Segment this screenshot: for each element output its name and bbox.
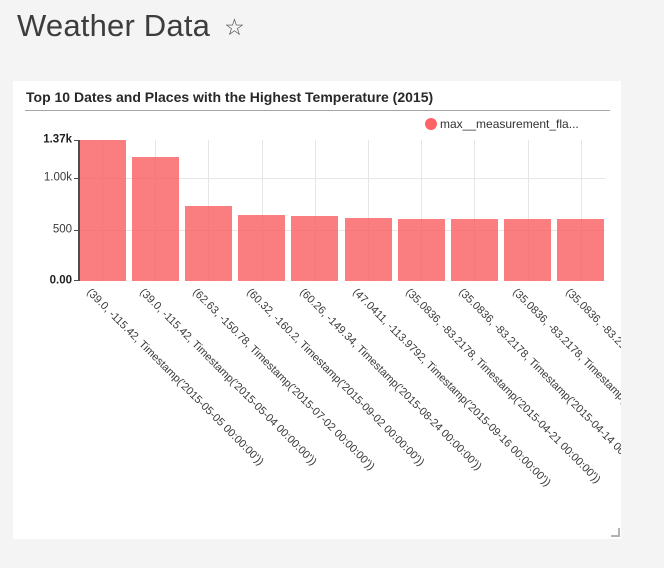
vertical-gridline — [527, 140, 529, 281]
vertical-gridline — [580, 140, 582, 281]
bar-8[interactable] — [450, 219, 498, 281]
bar-7[interactable] — [397, 219, 445, 281]
y-axis-tick — [74, 280, 78, 281]
y-tick-label: 1.00k — [43, 171, 72, 184]
legend-item[interactable]: max__measurement_fla... — [425, 117, 579, 131]
bar-1[interactable] — [78, 140, 126, 281]
plot-area — [74, 140, 605, 281]
vertical-gridline — [421, 140, 423, 281]
vertical-gridline — [261, 140, 263, 281]
vertical-gridline — [368, 140, 369, 281]
bar-10[interactable] — [557, 219, 605, 281]
horizontal-gridline — [80, 229, 605, 231]
y-axis-tick — [74, 178, 78, 180]
vertical-gridline — [474, 140, 476, 281]
y-tick-label: 1.37k — [43, 133, 72, 146]
bar-4[interactable] — [238, 215, 286, 281]
bar-5[interactable] — [291, 216, 339, 281]
favorite-star-icon[interactable]: ☆ — [224, 13, 245, 40]
chart-title: Top 10 Dates and Places with the Highest… — [26, 89, 434, 105]
chart-card: Top 10 Dates and Places with the Highest… — [13, 81, 621, 539]
horizontal-gridline — [80, 178, 605, 180]
x-tick-label: (47.0411, -113.9792, Timestamp('2015-09-… — [350, 286, 553, 490]
x-tick-label: (62.63, -150.78, Timestamp('2015-07-02 0… — [190, 286, 378, 473]
x-tick-label: (60.26, -149.34, Timestamp('2015-08-24 0… — [297, 286, 484, 473]
x-tick-label: (39.0, -115.42, Timestamp('2015-05-05 00… — [84, 286, 266, 468]
title-divider — [25, 110, 610, 111]
legend-label: max__measurement_fla... — [440, 117, 579, 131]
bar-3[interactable] — [184, 205, 232, 281]
bar-9[interactable] — [504, 219, 552, 281]
y-axis-tick — [74, 229, 78, 231]
page-header: Weather Data ☆ — [17, 8, 245, 44]
y-axis-tick — [74, 140, 78, 141]
page-title: Weather Data — [17, 8, 211, 43]
vertical-gridline — [314, 140, 316, 281]
y-tick-label: 500 — [52, 222, 72, 235]
bar-2[interactable] — [131, 156, 179, 281]
x-tick-label: (39.0, -115.42, Timestamp('2015-05-04 00… — [137, 286, 320, 468]
x-tick-label: (35.0836, -83.2178, Timestamp('2015-04-2… — [403, 286, 603, 486]
y-axis-line — [78, 140, 80, 281]
bar-6[interactable] — [344, 218, 392, 281]
y-tick-label: 0.00 — [49, 274, 72, 287]
resize-handle-icon[interactable] — [611, 528, 620, 537]
legend-marker-icon — [425, 118, 437, 130]
